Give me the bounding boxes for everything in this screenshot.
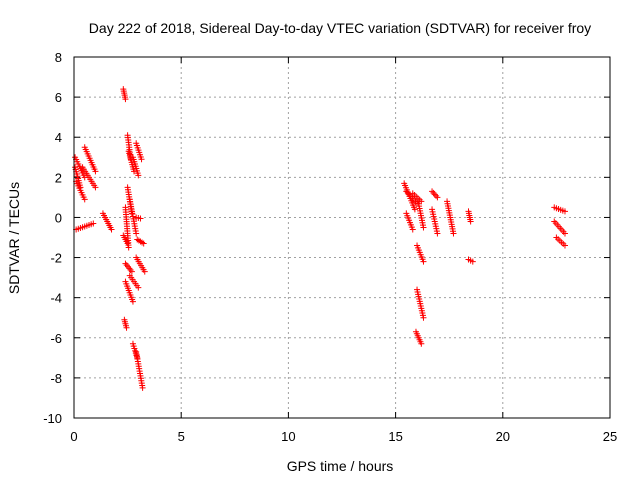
data-point bbox=[420, 314, 427, 321]
data-point bbox=[135, 284, 142, 291]
data-point bbox=[411, 206, 418, 213]
data-point bbox=[429, 188, 436, 195]
data-point bbox=[81, 196, 88, 203]
data-point bbox=[92, 184, 99, 191]
data-point bbox=[561, 208, 568, 215]
data-point bbox=[122, 96, 129, 103]
y-tick-label: -6 bbox=[50, 331, 62, 346]
data-point bbox=[124, 240, 131, 247]
data-point bbox=[420, 258, 427, 265]
x-tick-label: 15 bbox=[388, 429, 402, 444]
x-tick-label: 25 bbox=[603, 429, 617, 444]
data-point bbox=[139, 384, 146, 391]
data-points bbox=[72, 86, 568, 391]
data-point bbox=[430, 189, 437, 196]
data-point bbox=[125, 244, 132, 251]
data-point bbox=[561, 230, 568, 237]
data-point bbox=[77, 184, 84, 191]
x-tick-label: 5 bbox=[178, 429, 185, 444]
data-point bbox=[92, 168, 99, 175]
chart-title: Day 222 of 2018, Sidereal Day-to-day VTE… bbox=[89, 20, 591, 36]
data-point bbox=[137, 215, 144, 222]
data-point bbox=[409, 226, 416, 233]
data-point bbox=[450, 230, 457, 237]
plot-frame bbox=[73, 56, 611, 419]
data-point bbox=[469, 258, 476, 265]
y-tick-label: 4 bbox=[55, 130, 62, 145]
y-tick-label: -4 bbox=[50, 291, 62, 306]
y-tick-label: -10 bbox=[43, 411, 62, 426]
y-tick-label: -2 bbox=[50, 251, 62, 266]
axis-ticks bbox=[73, 56, 611, 419]
data-point bbox=[433, 192, 440, 199]
y-tick-label: 8 bbox=[55, 50, 62, 65]
data-point bbox=[141, 268, 148, 275]
data-point bbox=[108, 226, 115, 233]
data-point bbox=[467, 218, 474, 225]
y-tick-label: -8 bbox=[50, 371, 62, 386]
data-point bbox=[561, 242, 568, 249]
y-tick-label: 0 bbox=[55, 210, 62, 225]
y-axis-label: SDTVAR / TECUs bbox=[6, 182, 22, 294]
x-tick-labels: 0 5 10 15 20 25 bbox=[70, 429, 617, 444]
x-tick-label: 0 bbox=[70, 429, 77, 444]
data-point bbox=[140, 240, 147, 247]
x-tick-label: 20 bbox=[496, 429, 510, 444]
data-point bbox=[434, 230, 441, 237]
data-point bbox=[135, 172, 142, 179]
y-tick-label: 2 bbox=[55, 170, 62, 185]
data-point bbox=[418, 340, 425, 347]
data-point bbox=[129, 298, 136, 305]
y-tick-labels: -10 -8 -6 -4 -2 0 2 4 6 8 bbox=[43, 50, 62, 426]
data-point bbox=[431, 191, 438, 198]
x-axis-label: GPS time / hours bbox=[287, 458, 394, 474]
data-point bbox=[138, 156, 145, 163]
data-point bbox=[420, 224, 427, 231]
y-tick-label: 6 bbox=[55, 90, 62, 105]
x-tick-label: 10 bbox=[281, 429, 295, 444]
grid bbox=[74, 57, 610, 418]
data-point bbox=[133, 230, 140, 237]
data-point bbox=[90, 220, 97, 227]
data-point bbox=[128, 268, 135, 275]
data-point bbox=[123, 324, 130, 331]
data-point bbox=[434, 194, 441, 201]
